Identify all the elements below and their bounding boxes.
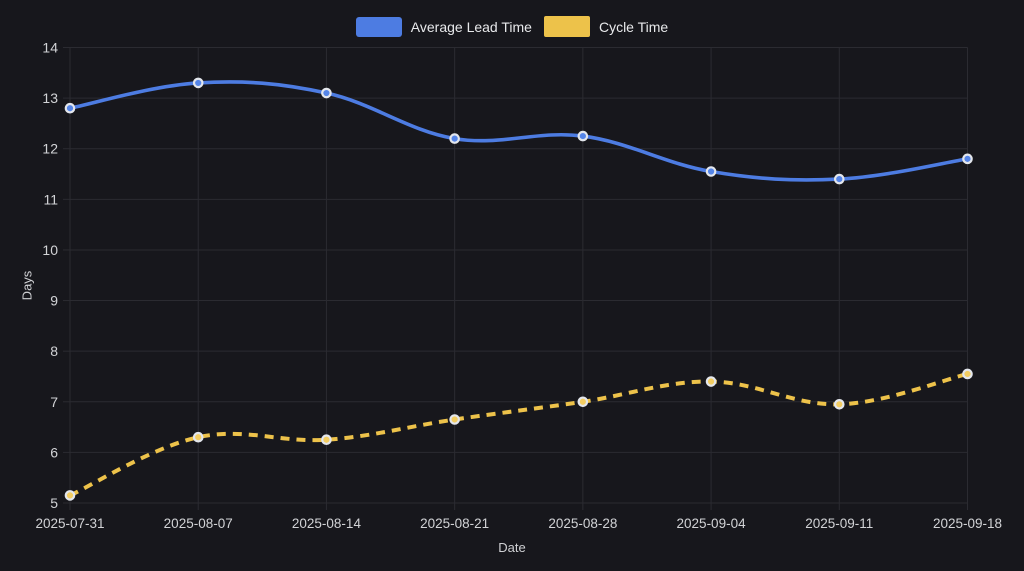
y-tick-label: 9 xyxy=(50,293,58,309)
data-point-average-lead-time-1[interactable] xyxy=(192,77,204,89)
data-point-cycle-time-3[interactable] xyxy=(449,414,460,425)
y-tick-label: 7 xyxy=(50,394,58,410)
x-tick-label: 2025-08-21 xyxy=(420,516,489,531)
legend-swatch-average-lead-time xyxy=(355,16,402,37)
y-tick-label: 11 xyxy=(43,191,58,207)
data-point-average-lead-time-2[interactable] xyxy=(321,87,332,99)
x-tick-label: 2025-08-07 xyxy=(164,516,233,531)
y-tick-label: 13 xyxy=(42,90,58,106)
data-point-cycle-time-7[interactable] xyxy=(962,368,973,380)
x-tick-label: 2025-07-31 xyxy=(35,516,104,531)
data-point-cycle-time-2[interactable] xyxy=(321,434,332,446)
data-point-cycle-time-5[interactable] xyxy=(705,376,717,387)
legend-item-average-lead-time[interactable]: Average Lead Time xyxy=(355,16,532,37)
series-line-cycle-time xyxy=(69,371,968,498)
x-tick-label: 2025-09-11 xyxy=(805,516,873,531)
data-point-average-lead-time-4[interactable] xyxy=(577,130,589,142)
legend-swatch-cycle-time xyxy=(543,16,590,37)
legend-label-average-lead-time: Average Lead Time xyxy=(410,18,532,35)
y-tick-label: 6 xyxy=(50,444,58,460)
y-tick-label: 10 xyxy=(42,242,58,258)
y-tick-label: 5 xyxy=(50,495,58,511)
y-tick-label: 14 xyxy=(42,40,58,56)
x-tick-label: 2025-09-04 xyxy=(677,516,747,531)
data-point-average-lead-time-5[interactable] xyxy=(705,166,717,177)
data-point-average-lead-time-7[interactable] xyxy=(962,153,973,165)
x-tick-label: 2025-08-28 xyxy=(548,516,617,531)
chart-legend: Average Lead Time Cycle Time xyxy=(0,16,1024,37)
x-tick-label: 2025-09-18 xyxy=(933,516,1002,531)
data-point-average-lead-time-3[interactable] xyxy=(449,133,460,144)
data-point-average-lead-time-0[interactable] xyxy=(64,102,76,114)
data-point-cycle-time-0[interactable] xyxy=(64,490,76,501)
data-point-cycle-time-4[interactable] xyxy=(577,396,589,408)
x-tick-label: 2025-08-14 xyxy=(292,516,362,531)
data-point-cycle-time-1[interactable] xyxy=(192,431,204,443)
data-point-cycle-time-6[interactable] xyxy=(833,399,845,410)
y-tick-label: 12 xyxy=(42,141,58,157)
y-tick-label: 8 xyxy=(50,343,58,359)
series-line-average-lead-time xyxy=(69,80,968,182)
legend-item-cycle-time[interactable]: Cycle Time xyxy=(543,16,669,37)
data-point-average-lead-time-6[interactable] xyxy=(833,173,845,185)
legend-label-cycle-time: Cycle Time xyxy=(598,18,669,35)
